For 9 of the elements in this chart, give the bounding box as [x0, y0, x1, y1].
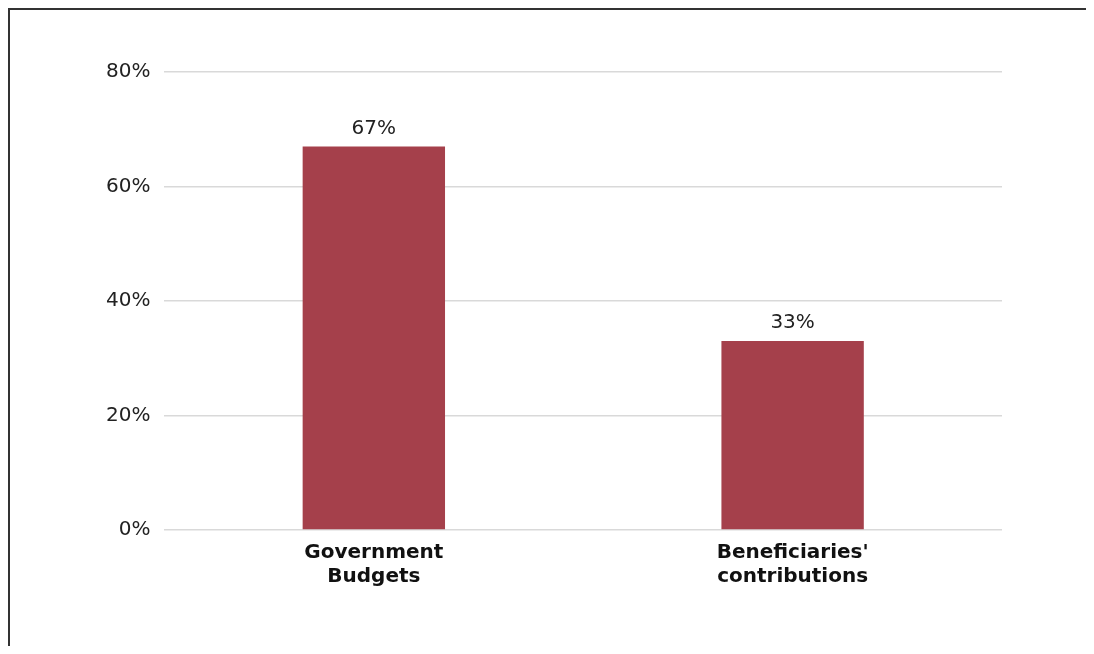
y-tick-label: 80% — [106, 58, 151, 83]
y-tick-label: 20% — [106, 401, 151, 426]
data-label: 33% — [770, 309, 815, 334]
x-tick-label: Government Budgets — [304, 539, 444, 588]
y-tick-label: 40% — [106, 287, 151, 312]
x-tick-label: Beneficiaries' contributions — [716, 539, 869, 588]
y-tick-label: 0% — [118, 516, 151, 541]
y-tick-label: 60% — [106, 172, 151, 197]
data-label: 67% — [351, 114, 397, 139]
